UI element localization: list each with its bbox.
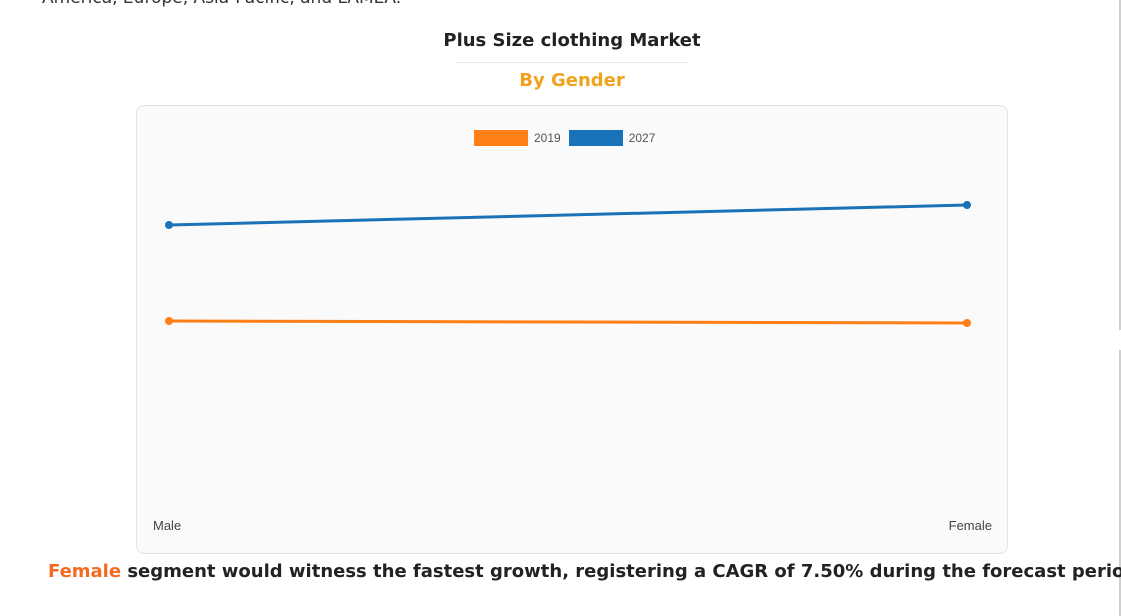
chart-title: Plus Size clothing Market [443,30,701,51]
content-border [1119,0,1121,616]
border-gap [1118,330,1121,350]
legend-swatch-2027 [568,130,623,146]
data-point-2019-female[interactable] [963,319,971,327]
data-point-2027-male[interactable] [165,221,173,229]
chart-subtitle: By Gender [519,70,625,91]
x-tick-label-male: Male [153,518,181,533]
legend-label-2027: 2027 [628,131,656,145]
footer-body: segment would witness the fastest growth… [121,561,1121,582]
chart-panel [136,105,1008,554]
legend-label-2019: 2019 [534,131,561,145]
data-point-2027-female[interactable] [963,201,971,209]
data-point-2019-male[interactable] [165,317,173,325]
legend-swatch-2019 [474,130,528,146]
series-line-2019 [168,319,968,325]
series-line-2027 [168,203,968,227]
chart-legend: 2019 2027 [474,129,663,147]
title-divider [457,62,687,63]
x-tick-label-female: Female [949,518,992,533]
legend-item-2019[interactable]: 2019 [474,130,561,146]
footer-summary: Female segment would witness the fastest… [48,561,1121,582]
intro-text-fragment: America, Europe, Asia-Pacific, and LAMEA… [42,0,401,8]
footer-highlight: Female [48,561,122,582]
legend-item-2027[interactable]: 2027 [568,130,656,146]
